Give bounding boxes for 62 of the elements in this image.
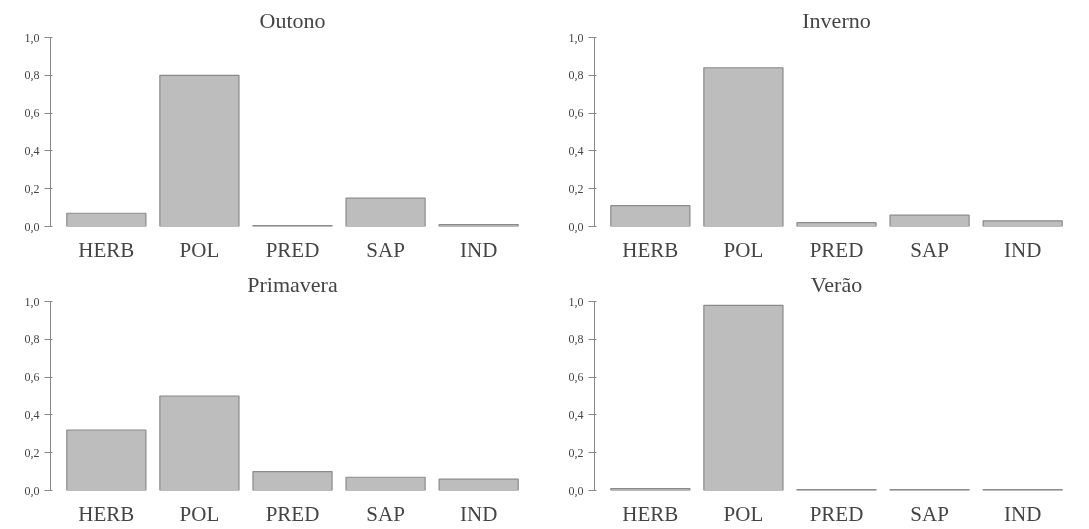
x-tick-label: PRED (809, 237, 864, 262)
x-tick-label: PRED (265, 237, 320, 262)
y-tick-label: 0,6 (568, 370, 584, 385)
y-tick-label: 0,2 (568, 445, 584, 460)
x-tick-label: SAP (910, 501, 949, 526)
y-tick-label: 0,8 (568, 68, 584, 83)
x-tick-label: SAP (366, 501, 405, 526)
bar (438, 478, 519, 491)
chart-title: Verão (810, 271, 863, 297)
bar (252, 471, 333, 491)
y-tick-label: 0,4 (568, 143, 584, 158)
y-tick-label: 0,0 (24, 483, 40, 498)
bar (345, 197, 426, 227)
bar (159, 74, 240, 227)
y-tick-label: 0,6 (568, 106, 584, 121)
y-tick-label: 1,0 (568, 30, 584, 45)
y-tick-label: 0,2 (24, 445, 40, 460)
bar (159, 395, 240, 491)
y-tick-label: 0,8 (568, 332, 584, 347)
y-tick-label: 0,4 (24, 143, 40, 158)
y-tick-label: 0,6 (24, 106, 40, 121)
y-tick-label: 0,8 (24, 68, 40, 83)
x-tick-label: POL (723, 237, 764, 262)
bar (703, 67, 784, 227)
chart-title: Primavera (247, 271, 338, 297)
x-tick-label: POL (723, 501, 764, 526)
chart-title: Inverno (802, 7, 871, 33)
y-tick-label: 1,0 (568, 294, 584, 309)
x-tick-label: IND (459, 501, 498, 526)
x-tick-label: POL (179, 237, 220, 262)
bar (610, 205, 691, 227)
y-tick-label: 0,0 (568, 219, 584, 234)
bar (889, 214, 970, 227)
bar (66, 429, 147, 491)
x-tick-label: HERB (622, 501, 679, 526)
x-tick-label: PRED (265, 501, 320, 526)
chart-title: Outono (259, 7, 326, 33)
y-tick-label: 0,4 (24, 407, 40, 422)
x-tick-label: SAP (910, 237, 949, 262)
x-tick-label: HERB (78, 237, 135, 262)
y-tick-label: 0,8 (24, 332, 40, 347)
y-tick-label: 0,6 (24, 370, 40, 385)
bar (703, 304, 784, 491)
x-tick-label: SAP (366, 237, 405, 262)
x-tick-label: HERB (78, 501, 135, 526)
x-tick-label: IND (459, 237, 498, 262)
y-tick-label: 1,0 (24, 30, 40, 45)
y-tick-label: 0,0 (568, 483, 584, 498)
y-tick-label: 0,0 (24, 219, 40, 234)
y-tick-label: 0,4 (568, 407, 584, 422)
x-tick-label: POL (179, 501, 220, 526)
y-tick-label: 0,2 (24, 181, 40, 196)
bar (345, 476, 426, 491)
bar (66, 212, 147, 227)
x-tick-label: IND (1003, 501, 1042, 526)
x-tick-label: IND (1003, 237, 1042, 262)
x-tick-label: PRED (809, 501, 864, 526)
y-tick-label: 0,2 (568, 181, 584, 196)
x-tick-label: HERB (622, 237, 679, 262)
bar (982, 220, 1063, 227)
y-tick-label: 1,0 (24, 294, 40, 309)
bar (796, 222, 877, 227)
